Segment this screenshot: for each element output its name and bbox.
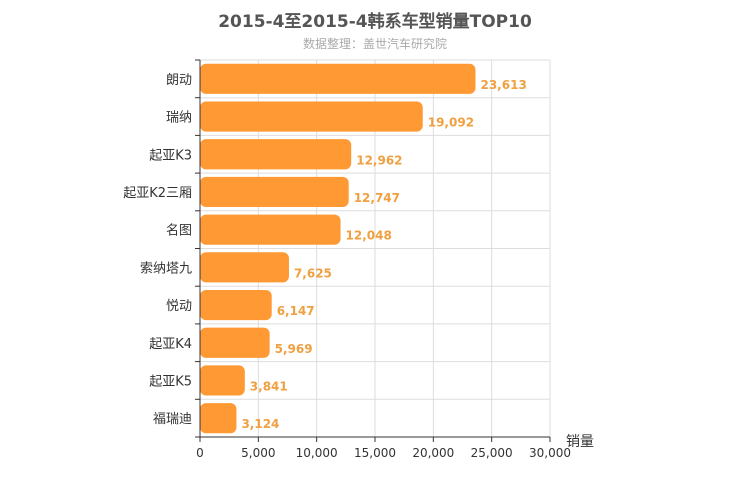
category-label: 朗动 xyxy=(166,73,192,88)
x-tick-label: 15,000 xyxy=(354,446,396,460)
chart-title: 2015-4至2015-4韩系车型销量TOP10 xyxy=(218,12,532,32)
value-label: 12,048 xyxy=(346,229,392,243)
x-tick-label: 10,000 xyxy=(296,446,338,460)
value-label: 23,613 xyxy=(480,78,526,92)
category-label: 起亚K2三厢 xyxy=(123,186,192,201)
x-tick-label: 25,000 xyxy=(471,446,513,460)
category-label: 福瑞迪 xyxy=(153,412,192,427)
category-label: 悦动 xyxy=(166,299,192,314)
bar xyxy=(200,63,476,94)
bar xyxy=(200,139,352,170)
value-label: 3,124 xyxy=(241,417,279,431)
x-axis-title: 销量 xyxy=(566,434,594,450)
x-tick-label: 5,000 xyxy=(241,446,275,460)
grid-lines xyxy=(200,59,551,438)
chart-subtitle: 数据整理：盖世汽车研究院 xyxy=(302,37,447,51)
bar xyxy=(200,214,341,245)
category-label: 瑞纳 xyxy=(166,111,192,126)
x-tick-label: 0 xyxy=(196,446,204,460)
x-tick-label: 20,000 xyxy=(412,446,454,460)
category-label: 名图 xyxy=(166,223,192,239)
bar xyxy=(200,289,272,321)
value-label: 12,962 xyxy=(356,153,402,167)
value-label: 6,147 xyxy=(277,304,315,318)
value-label: 12,747 xyxy=(354,191,400,205)
bar xyxy=(200,252,289,283)
bar xyxy=(200,327,270,358)
category-label: 起亚K5 xyxy=(149,374,192,389)
value-label: 5,969 xyxy=(275,342,313,356)
x-tick-label: 30,000 xyxy=(529,446,571,460)
value-label: 7,625 xyxy=(294,266,332,280)
bars: 23,613 19,092 12,962 12,747 12,048 7,625 6,147… xyxy=(200,63,527,434)
bar xyxy=(200,176,349,208)
bar xyxy=(200,101,423,132)
value-label: 19,092 xyxy=(428,116,474,130)
axes: 0 5,000 10,000 15,000 20,000 25,000 30,000 朗动瑞纳… xyxy=(123,59,571,460)
category-label: 起亚K3 xyxy=(149,148,192,163)
bar xyxy=(200,365,245,396)
value-label: 3,841 xyxy=(250,379,288,393)
category-label: 起亚K4 xyxy=(149,337,192,352)
category-label: 索纳塔九 xyxy=(140,261,192,276)
bar xyxy=(200,403,237,434)
